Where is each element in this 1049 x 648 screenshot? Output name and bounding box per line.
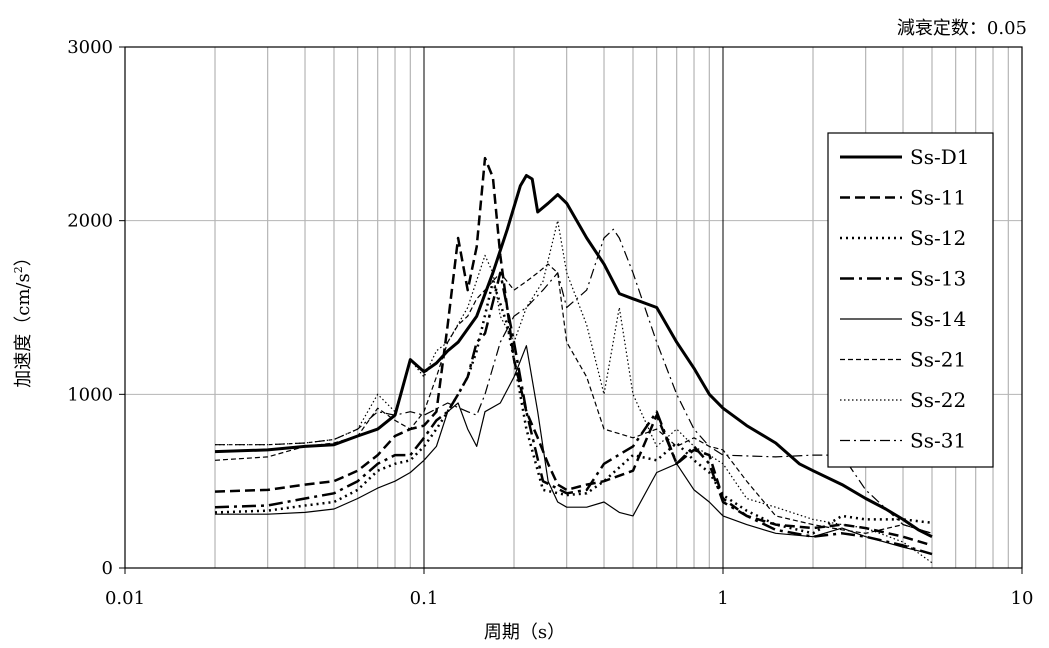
series-lines	[214, 156, 933, 564]
series-line-ss-13	[214, 271, 933, 556]
legend-label: Ss-D1	[910, 145, 969, 169]
y-tick-label: 3000	[67, 37, 113, 58]
series-line-ss-22	[215, 220, 933, 564]
x-tick-label: 0.01	[105, 588, 145, 609]
legend-box	[827, 132, 994, 468]
y-axis-title-sup: 2	[12, 266, 25, 274]
legend-label: Ss-14	[910, 307, 966, 331]
y-tick-label: 1000	[67, 384, 113, 405]
y-axis-title: 加速度（cm/s2）	[9, 238, 35, 398]
series-line-ss-21	[214, 263, 933, 534]
x-tick-label: 0.1	[410, 588, 439, 609]
x-tick-label: 1	[717, 588, 728, 609]
legend-label: Ss-31	[910, 429, 966, 453]
legend-label: Ss-11	[910, 186, 966, 210]
x-tick-label: 10	[1011, 588, 1034, 609]
damping-note: 減衰定数：0.05	[896, 18, 1027, 39]
legend: Ss-D1 Ss-11 Ss-12 Ss-13 Ss-14 Ss-21 Ss-22 Ss-31	[827, 132, 994, 468]
y-tick-labels: 0 1000 2000 3000	[67, 37, 125, 579]
y-tick-label: 2000	[67, 211, 113, 232]
series-line-ss-14	[215, 345, 933, 555]
series-line-ss-12	[214, 280, 933, 535]
legend-label: Ss-21	[910, 348, 966, 372]
x-axis-title: 周期（s）	[483, 622, 566, 643]
legend-label: Ss-22	[910, 388, 966, 412]
y-tick-label: 0	[102, 558, 113, 579]
x-tick-labels: 0.01 0.1 1 10	[105, 568, 1033, 609]
series-line-ss-31	[215, 228, 933, 534]
legend-label: Ss-13	[910, 267, 966, 291]
plot-border	[124, 46, 1023, 569]
y-axis-title-main: 加速度（cm/s	[13, 273, 34, 388]
legend-label: Ss-12	[910, 226, 966, 250]
y-axis-title-end: ）	[13, 248, 34, 267]
major-gridlines	[423, 47, 724, 568]
